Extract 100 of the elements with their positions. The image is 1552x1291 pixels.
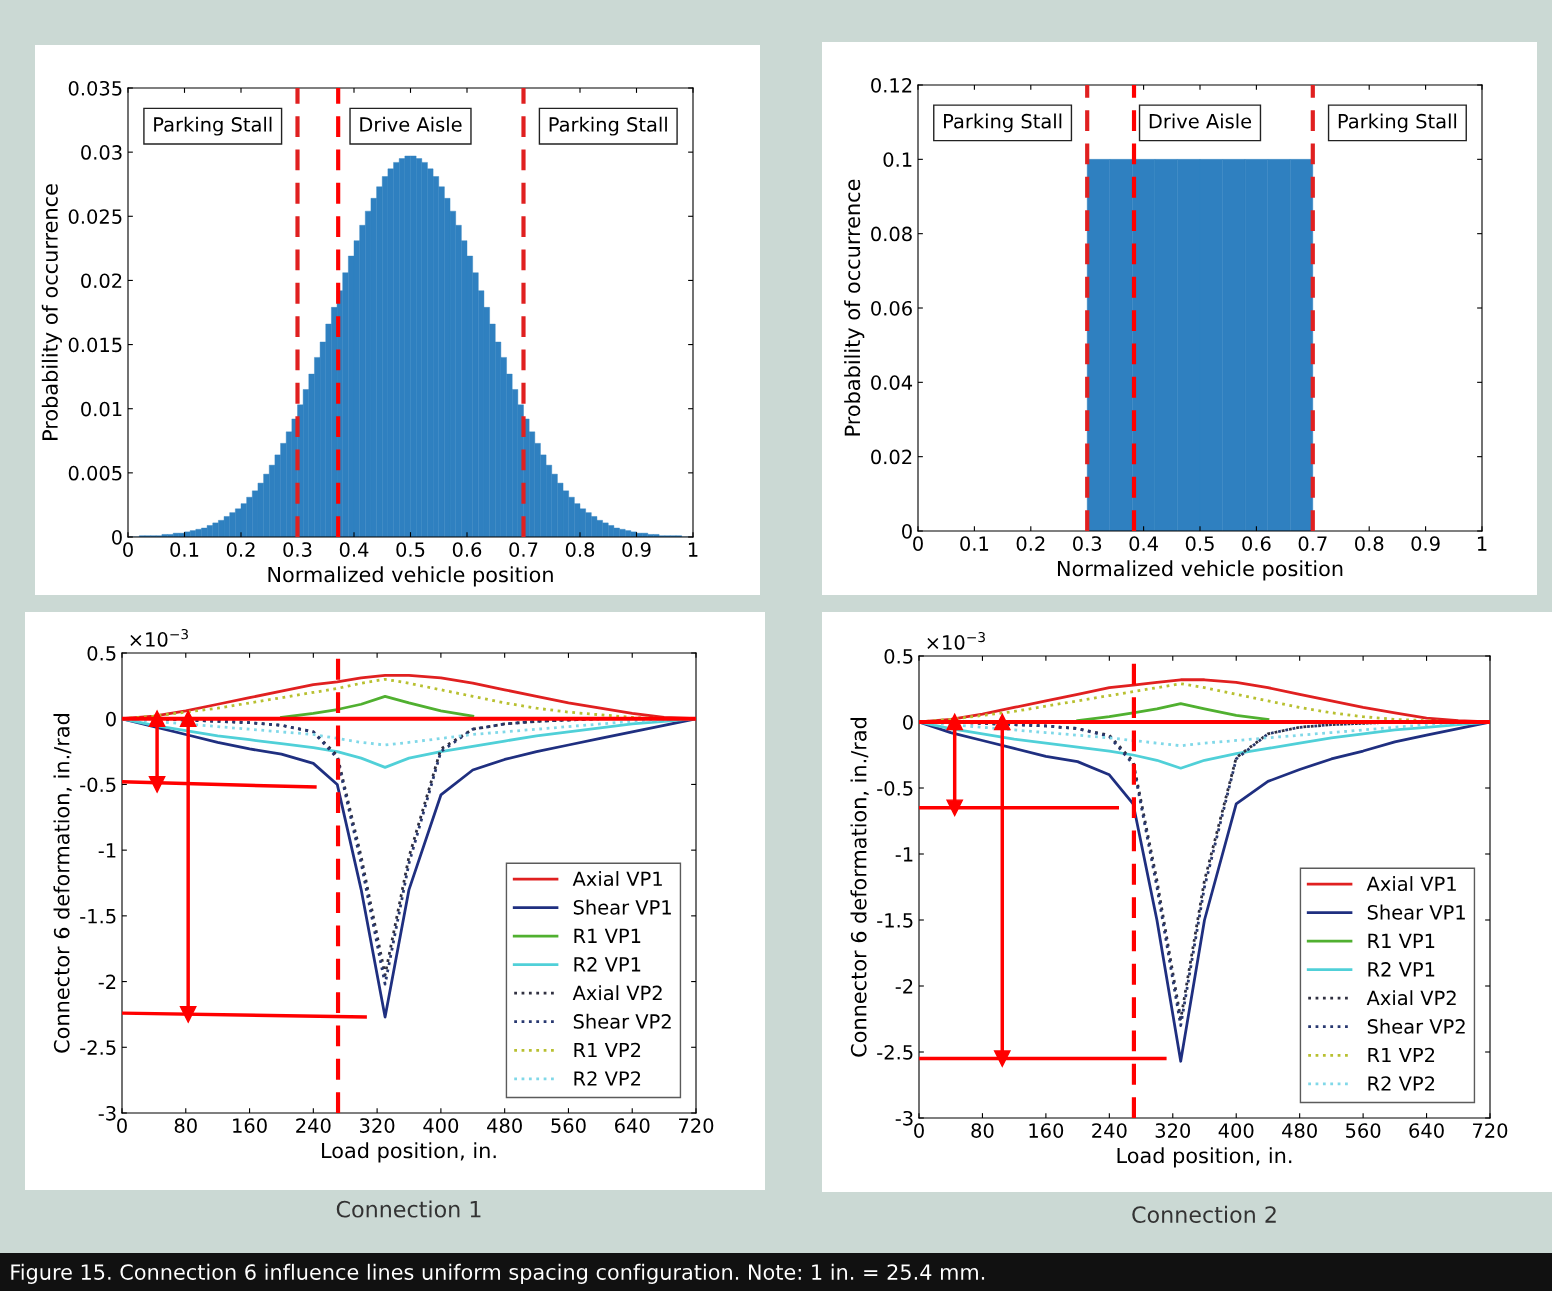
x-tick-label: 0.6: [452, 542, 482, 557]
y-tick-label: -2: [895, 978, 913, 994]
x-tick-label: 560: [1346, 1123, 1381, 1138]
y-tick-label: 0.005: [68, 465, 122, 481]
y-tick-label: 0: [106, 711, 116, 727]
annotation: Parking Stall: [1338, 113, 1457, 133]
y-tick-label: 0: [902, 523, 912, 539]
y-tick-label: -2.5: [877, 1044, 913, 1060]
x-tick-label: 720: [679, 1118, 714, 1133]
y-tick-label: 0.015: [68, 337, 122, 353]
legend-label: Axial VP1: [1366, 876, 1456, 892]
y-axis-title: Probability of occurrence: [41, 184, 62, 440]
legend-label: Shear VP2: [573, 1013, 671, 1029]
x-tick-label: 0.2: [1016, 536, 1045, 551]
y-tick-label: 0.01: [81, 401, 122, 417]
x-tick-label: 0.7: [509, 542, 538, 557]
y-tick-label: -0.5: [80, 777, 116, 793]
y-tick-label: -3: [98, 1105, 116, 1121]
x-tick-label: 0.3: [283, 542, 312, 557]
y-tick-label: 0.02: [81, 273, 122, 289]
x-tick-label: 0.6: [1242, 536, 1271, 551]
x-tick-label: 320: [360, 1118, 395, 1133]
x-tick-label: 640: [615, 1118, 650, 1133]
x-tick-label: 0.9: [622, 542, 651, 557]
x-tick-label: 0.7: [1298, 536, 1327, 551]
x-tick-label: 0.3: [1073, 536, 1102, 551]
x-tick-label: 0.1: [960, 536, 989, 551]
y-tick-label: 0.08: [871, 226, 912, 242]
x-tick-label: 0.8: [1355, 536, 1384, 551]
x-tick-label: 0: [913, 536, 923, 551]
y-tick-label: 0.5: [884, 648, 913, 664]
legend-label: R1 VP1: [1368, 933, 1435, 948]
y-tick-label: -1.5: [877, 913, 913, 928]
legend-label: Axial VP2: [1366, 990, 1456, 1006]
x-tick-label: 1: [688, 542, 698, 557]
y-tick-label: 0.025: [68, 209, 122, 224]
legend-label: Shear VP2: [1367, 1018, 1465, 1034]
x-tick-label: 0.4: [339, 542, 369, 557]
y-axis-title: Connector 6 deformation, in./rad: [850, 718, 869, 1057]
x-tick-label: 0.5: [1185, 536, 1214, 551]
x-tick-label: 0.8: [565, 542, 595, 557]
y-tick-label: -1: [895, 847, 913, 862]
y-tick-label: -1.5: [80, 909, 116, 924]
x-tick-label: 640: [1409, 1123, 1444, 1138]
x-tick-label: 0: [914, 1123, 924, 1138]
x-tick-label: 0: [123, 542, 133, 557]
y-tick-label: 0.06: [871, 300, 912, 316]
legend-label: R1 VP1: [574, 928, 641, 943]
x-tick-label: 1: [1477, 536, 1487, 551]
x-tick-label: 0.5: [396, 542, 425, 557]
x-tick-label: 0.1: [170, 542, 199, 557]
text: Connection 2: [1132, 1205, 1276, 1223]
text: ×10$^{−3}$: [130, 628, 188, 647]
legend-label: Axial VP2: [572, 985, 662, 1001]
x-axis-title: Load position, in.: [1117, 1147, 1292, 1168]
y-tick-label: -3: [895, 1110, 913, 1126]
legend-label: Axial VP1: [572, 871, 662, 887]
x-tick-label: 0.9: [1411, 536, 1440, 551]
x-tick-label: 480: [1282, 1123, 1317, 1138]
x-tick-label: 400: [423, 1118, 459, 1133]
x-tick-label: 720: [1473, 1123, 1508, 1138]
legend-label: Shear VP1: [573, 899, 671, 915]
legend-label: R1 VP2: [1368, 1047, 1435, 1063]
y-tick-label: 0.02: [871, 449, 912, 465]
annotation: Drive Aisle: [1149, 113, 1252, 129]
legend-label: R2 VP2: [1368, 1076, 1435, 1091]
y-tick-label: -2: [98, 974, 116, 989]
x-tick-label: 320: [1155, 1123, 1191, 1138]
x-tick-label: 0.2: [226, 542, 255, 557]
legend-label: R2 VP1: [574, 957, 641, 972]
x-tick-label: 160: [233, 1118, 267, 1133]
y-axis-title: Connector 6 deformation, in./rad: [53, 714, 72, 1053]
x-axis-title: Normalized vehicle position: [1057, 560, 1343, 581]
x-tick-label: 0.4: [1129, 536, 1158, 551]
x-tick-label: 80: [971, 1123, 994, 1138]
annotation: Parking Stall: [944, 113, 1062, 133]
y-tick-label: 0.1: [883, 152, 912, 167]
annotation: Drive Aisle: [360, 116, 462, 132]
text: ×10$^{−3}$: [927, 631, 985, 650]
y-tick-label: -0.5: [877, 780, 913, 796]
x-tick-label: 80: [174, 1118, 197, 1133]
text: Connection 1: [336, 1200, 481, 1218]
y-tick-label: 0.035: [68, 80, 122, 96]
legend-label: R2 VP2: [574, 1071, 641, 1086]
y-tick-label: -1: [98, 843, 116, 858]
y-tick-label: -2.5: [80, 1040, 116, 1055]
y-tick-label: 0.03: [81, 145, 122, 160]
x-axis-title: Load position, in.: [322, 1142, 496, 1163]
legend-label: R2 VP1: [1368, 962, 1435, 977]
caption: Figure 15. Connection 6 influence lines uniform spacing configuration. Note: 1 in. = 25.4 mm.: [11, 1263, 985, 1284]
y-tick-label: 0.12: [871, 77, 912, 93]
y-axis-title: Probability of occurrence: [844, 179, 865, 436]
x-tick-label: 480: [487, 1118, 522, 1133]
x-tick-label: 240: [1092, 1123, 1127, 1138]
y-tick-label: 0.04: [871, 375, 913, 390]
annotation: Parking Stall: [549, 116, 667, 136]
y-tick-label: 0: [903, 714, 913, 730]
annotation: Parking Stall: [154, 116, 272, 136]
x-tick-label: 560: [551, 1118, 586, 1133]
y-tick-label: 0.5: [87, 645, 116, 661]
